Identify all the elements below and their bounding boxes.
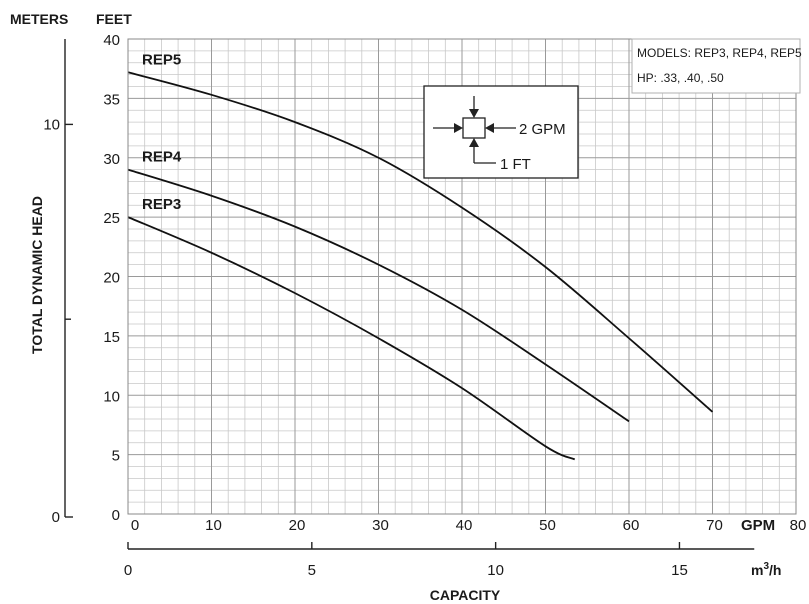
models-text: MODELS: REP3, REP4, REP5 [637,46,802,60]
plot-frame [127,38,797,515]
rep5-series-label: REP5 [142,51,181,68]
m3h-unit-label: m3/h [751,561,781,578]
axes [64,38,797,550]
models-info-box: MODELS: REP3, REP4, REP5 HP: .33, .40, .… [631,38,802,94]
rep5-curve [127,71,714,413]
arrow-left-icon [454,123,463,133]
rep3-curve [127,216,576,461]
arrow-top-icon [469,109,479,118]
ft-scale-label: 1 FT [500,156,531,173]
meters-tick-label: 10 [43,116,60,133]
x-axis-title: CAPACITY [430,587,501,603]
m3h-unit-base: m [751,562,763,578]
rep3-series-label: REP3 [142,196,181,213]
gpm-tick-label: 70 [706,517,723,534]
gpm-tick-label: 10 [205,517,222,534]
models-info-box-bg [631,38,801,94]
gpm-tick-label: 20 [289,517,306,534]
m3h-tick-label: 15 [671,562,688,579]
gpm-tick-label: 60 [623,517,640,534]
feet-tick-label: 35 [103,91,120,108]
feet-axis-label: FEET [96,11,132,27]
gpm-scale-label: 2 GPM [519,121,566,138]
feet-tick-label: 5 [112,448,120,465]
m3h-unit-sup: 3 [763,561,769,572]
m3h-tick-label: 10 [487,562,504,579]
feet-tick-label: 30 [103,151,120,168]
gpm-tick-label: 80 [790,517,807,534]
arrow-bottom-icon [469,138,479,147]
scale-legend-box: 2 GPM 1 FT [423,85,579,179]
feet-tick-label: 15 [103,329,120,346]
m3h-tick-label: 0 [124,562,132,579]
grid-cell-square [462,117,486,139]
feet-tick-label: 10 [103,388,120,405]
feet-tick-label: 40 [103,32,120,49]
rep4-series-label: REP4 [142,149,182,166]
m3h-tick-label: 5 [308,562,316,579]
gpm-tick-label: 50 [539,517,556,534]
gpm-unit-label: GPM [741,517,775,534]
gpm-tick-label: 40 [456,517,473,534]
hp-text: HP: .33, .40, .50 [637,71,724,85]
texts: 0 5 10 15 20 25 30 35 40 0 10 20 30 40 50 60 70 80 0 10 0 5 10… [43,32,806,579]
m3h-unit-rest: /h [769,562,781,578]
rep4-curve [127,168,630,423]
meters-tick-label: 0 [52,509,60,526]
meters-axis-label: METERS [10,11,68,27]
scale-legend-bg [423,85,579,179]
feet-tick-label: 20 [103,270,120,287]
gpm-tick-label: 0 [131,517,139,534]
feet-tick-label: 0 [112,507,120,524]
arrow-right-icon [485,123,494,133]
curves [127,71,714,461]
feet-tick-label: 25 [103,210,120,227]
gpm-tick-label: 30 [372,517,389,534]
y-axis-title: TOTAL DYNAMIC HEAD [29,196,45,354]
